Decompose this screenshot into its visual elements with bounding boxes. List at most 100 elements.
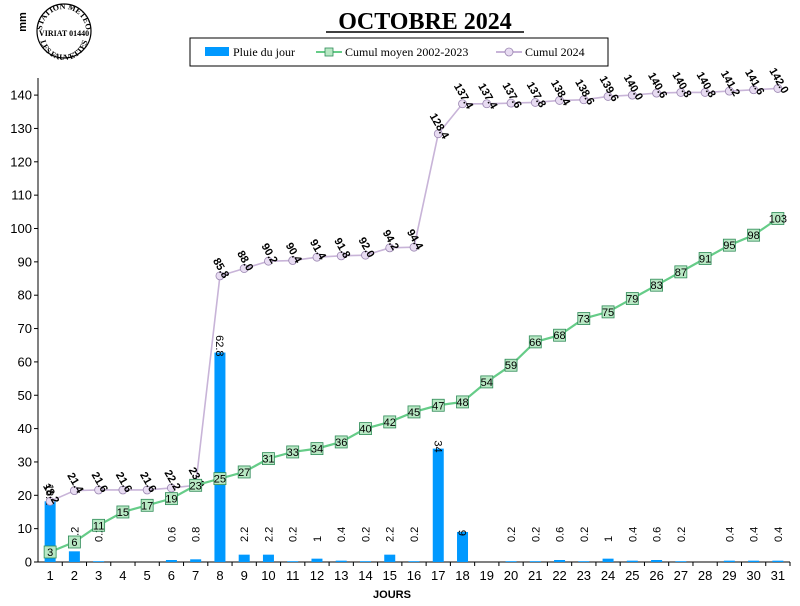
rain-bar-labels: 18.23.2 0.2 0.6 0.862.82.2 2.2 0.2 1 0.4 0.2 2.2 0… bbox=[43, 335, 785, 542]
rain-bar bbox=[311, 558, 323, 562]
cumul-2024-label: 138.6 bbox=[572, 77, 596, 107]
cumul-moyen-label: 66 bbox=[529, 337, 541, 349]
rain-bar-label: 0.2 bbox=[530, 527, 542, 542]
rain-bar bbox=[505, 561, 517, 562]
x-tick-label: 7 bbox=[192, 568, 199, 583]
cumul-2024-label: 141.6 bbox=[742, 67, 766, 97]
rain-bar-label: 0.4 bbox=[724, 527, 736, 542]
cumul-2024-label: 91.4 bbox=[307, 237, 329, 262]
cumul-2024-label: 140.8 bbox=[694, 70, 718, 100]
x-tick-label: 12 bbox=[310, 568, 324, 583]
legend-marker-cumul-moyen bbox=[324, 47, 334, 57]
cumul-2024-point bbox=[603, 92, 613, 101]
cumul-2024-point bbox=[458, 99, 467, 109]
cumul-moyen-label: 15 bbox=[117, 507, 129, 519]
cumul-moyen-label: 75 bbox=[602, 307, 614, 319]
rain-bars bbox=[44, 352, 784, 562]
x-tick-label: 5 bbox=[144, 568, 151, 583]
x-tick-label: 21 bbox=[528, 568, 542, 583]
cumul-2024-point bbox=[555, 96, 564, 105]
rain-bar-label: 2.2 bbox=[263, 527, 275, 542]
rain-bar-label: 0.4 bbox=[749, 527, 761, 542]
cumul-2024-label: 137.8 bbox=[524, 80, 548, 110]
cumul-moyen-point bbox=[601, 305, 615, 319]
y-tick-label: 30 bbox=[18, 454, 32, 469]
rain-bar bbox=[578, 561, 590, 562]
rain-bar-label: 0.6 bbox=[166, 527, 178, 542]
rain-bar bbox=[44, 501, 56, 562]
x-tick-label: 11 bbox=[286, 568, 300, 583]
cumul-2024-point bbox=[264, 256, 273, 266]
rain-bar bbox=[359, 561, 371, 562]
cumul-moyen-point bbox=[237, 465, 251, 479]
cumul-2024-point bbox=[312, 252, 322, 262]
x-tick-label: 1 bbox=[47, 568, 54, 583]
x-tick-label: 18 bbox=[455, 568, 469, 583]
y-axis-label: mm bbox=[17, 12, 29, 32]
rain-bar bbox=[748, 560, 760, 562]
cumul-moyen-point bbox=[116, 505, 130, 519]
y-tick-label: 50 bbox=[18, 388, 32, 403]
cumul-2024-label: 21.6 bbox=[113, 470, 134, 495]
rain-bar-label: 0.2 bbox=[676, 527, 688, 542]
cumul-moyen-label: 6 bbox=[71, 537, 77, 549]
cumul-2024-label: 140.6 bbox=[645, 71, 669, 101]
cumul-moyen-point bbox=[262, 452, 275, 466]
cumul-moyen-point bbox=[213, 472, 227, 486]
x-tick-label: 2 bbox=[71, 568, 78, 583]
cumul-moyen-label: 68 bbox=[553, 330, 565, 342]
cumul-2024-point bbox=[118, 485, 128, 495]
cumul-2024-point bbox=[385, 243, 395, 253]
x-tick-label: 6 bbox=[168, 568, 175, 583]
cumul-moyen-point bbox=[771, 212, 785, 225]
cumul-moyen-point bbox=[553, 328, 566, 342]
rain-bar bbox=[651, 559, 663, 562]
cumul-moyen-point bbox=[747, 228, 761, 242]
cumul-moyen-point bbox=[140, 498, 154, 512]
cumul-moyen-point bbox=[698, 252, 712, 265]
rain-bar-label: 0.4 bbox=[336, 527, 348, 542]
cumul-2024-point bbox=[627, 90, 637, 100]
cumul-2024-label: 142.0 bbox=[766, 66, 790, 96]
cumul-2024-point bbox=[506, 98, 516, 108]
rain-bar-label: 0.2 bbox=[288, 527, 300, 542]
stamp-middle-text: VIRIAT 01440 bbox=[39, 29, 89, 38]
cumul-2024-point bbox=[482, 99, 492, 109]
x-tick-label: 23 bbox=[577, 568, 591, 583]
legend: Pluie du jour Cumul moyen 2002-2023 Cumu… bbox=[189, 37, 609, 67]
x-ticks: 1 2 3 4 5 6 7 8 9 10 11 12 13 14 15 16 17 18 19 20 21 22 23 24 2… bbox=[47, 562, 791, 583]
cumul-2024-line: 18.2 21.4 21.6 21.6 21.6 22.2 23.085.8 88.0 90.2… bbox=[40, 66, 790, 506]
cumul-moyen-label: 36 bbox=[335, 437, 347, 449]
cumul-2024-polyline bbox=[49, 87, 778, 503]
rain-bar bbox=[723, 560, 735, 562]
stamp-bottom-text: LES FAUVETTES bbox=[39, 38, 90, 62]
cumul-moyen-point bbox=[625, 292, 639, 305]
cumul-2024-point bbox=[530, 98, 540, 107]
cumul-2024-label: 138.4 bbox=[548, 78, 573, 109]
x-tick-label: 15 bbox=[383, 568, 397, 583]
x-axis-label: JOURS bbox=[373, 589, 411, 601]
y-tick-label: 100 bbox=[10, 221, 32, 236]
x-tick-label: 27 bbox=[674, 568, 688, 583]
rain-bar-label: 2.2 bbox=[239, 527, 251, 542]
cumul-2024-point bbox=[433, 129, 443, 139]
cumul-moyen-label: 34 bbox=[311, 444, 323, 456]
cumul-2024-label: 94.4 bbox=[404, 227, 426, 252]
rain-bar-label: 1 bbox=[312, 536, 324, 542]
cumul-moyen-label: 98 bbox=[747, 230, 759, 242]
cumul-2024-label: 21.6 bbox=[89, 470, 110, 495]
y-tick-label: 40 bbox=[18, 421, 32, 436]
cumul-moyen-label: 79 bbox=[626, 294, 638, 306]
cumul-2024-point bbox=[700, 88, 710, 97]
rain-bar bbox=[554, 559, 566, 562]
rain-bar-label: 0.6 bbox=[652, 527, 664, 542]
cumul-2024-label: 88.0 bbox=[234, 249, 255, 274]
x-tick-label: 4 bbox=[119, 568, 126, 583]
cumul-2024-point bbox=[142, 485, 152, 495]
rain-bar-label: 0.2 bbox=[506, 527, 518, 542]
rain-bar bbox=[772, 560, 784, 562]
x-tick-label: 13 bbox=[334, 568, 348, 583]
y-tick-label: 110 bbox=[11, 188, 32, 203]
cumul-2024-point bbox=[361, 250, 370, 260]
cumul-moyen-point bbox=[407, 405, 421, 419]
